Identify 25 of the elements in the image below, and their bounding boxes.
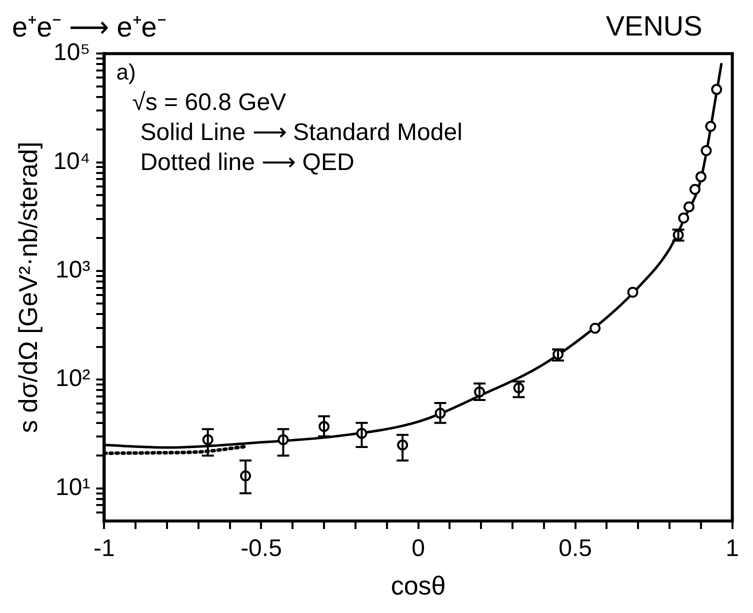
annotation: Dotted line ⟶ QED bbox=[140, 149, 354, 176]
y-tick-label: 10³ bbox=[56, 256, 90, 284]
point bbox=[683, 201, 694, 212]
annotation: Solid Line ⟶ Standard Model bbox=[140, 119, 462, 146]
annotation: √s = 60.8 GeV bbox=[132, 89, 286, 116]
x-tick-label: -0.5 bbox=[240, 535, 282, 562]
point bbox=[678, 212, 690, 224]
y-tick-label: 10¹ bbox=[56, 474, 90, 501]
point bbox=[695, 171, 706, 182]
x-tick-label: -1 bbox=[94, 535, 115, 562]
y-tick-label: 10⁴ bbox=[53, 148, 90, 175]
x-tick-label: 0.5 bbox=[558, 535, 592, 562]
point bbox=[711, 84, 722, 95]
point bbox=[590, 322, 601, 334]
point bbox=[705, 120, 716, 132]
x-axis-title: cosθ bbox=[390, 570, 446, 601]
point bbox=[700, 145, 712, 156]
y-axis-title: s dσ/dΩ [GeV²·nb/sterad] bbox=[12, 142, 43, 433]
text: VENUS bbox=[606, 10, 702, 42]
annotation: a) bbox=[116, 60, 136, 85]
point bbox=[627, 286, 638, 298]
point bbox=[689, 184, 700, 195]
x-tick-label: 0 bbox=[412, 535, 425, 562]
x-tick-label: 1 bbox=[726, 535, 740, 562]
y-tick-label: 10² bbox=[56, 365, 90, 392]
